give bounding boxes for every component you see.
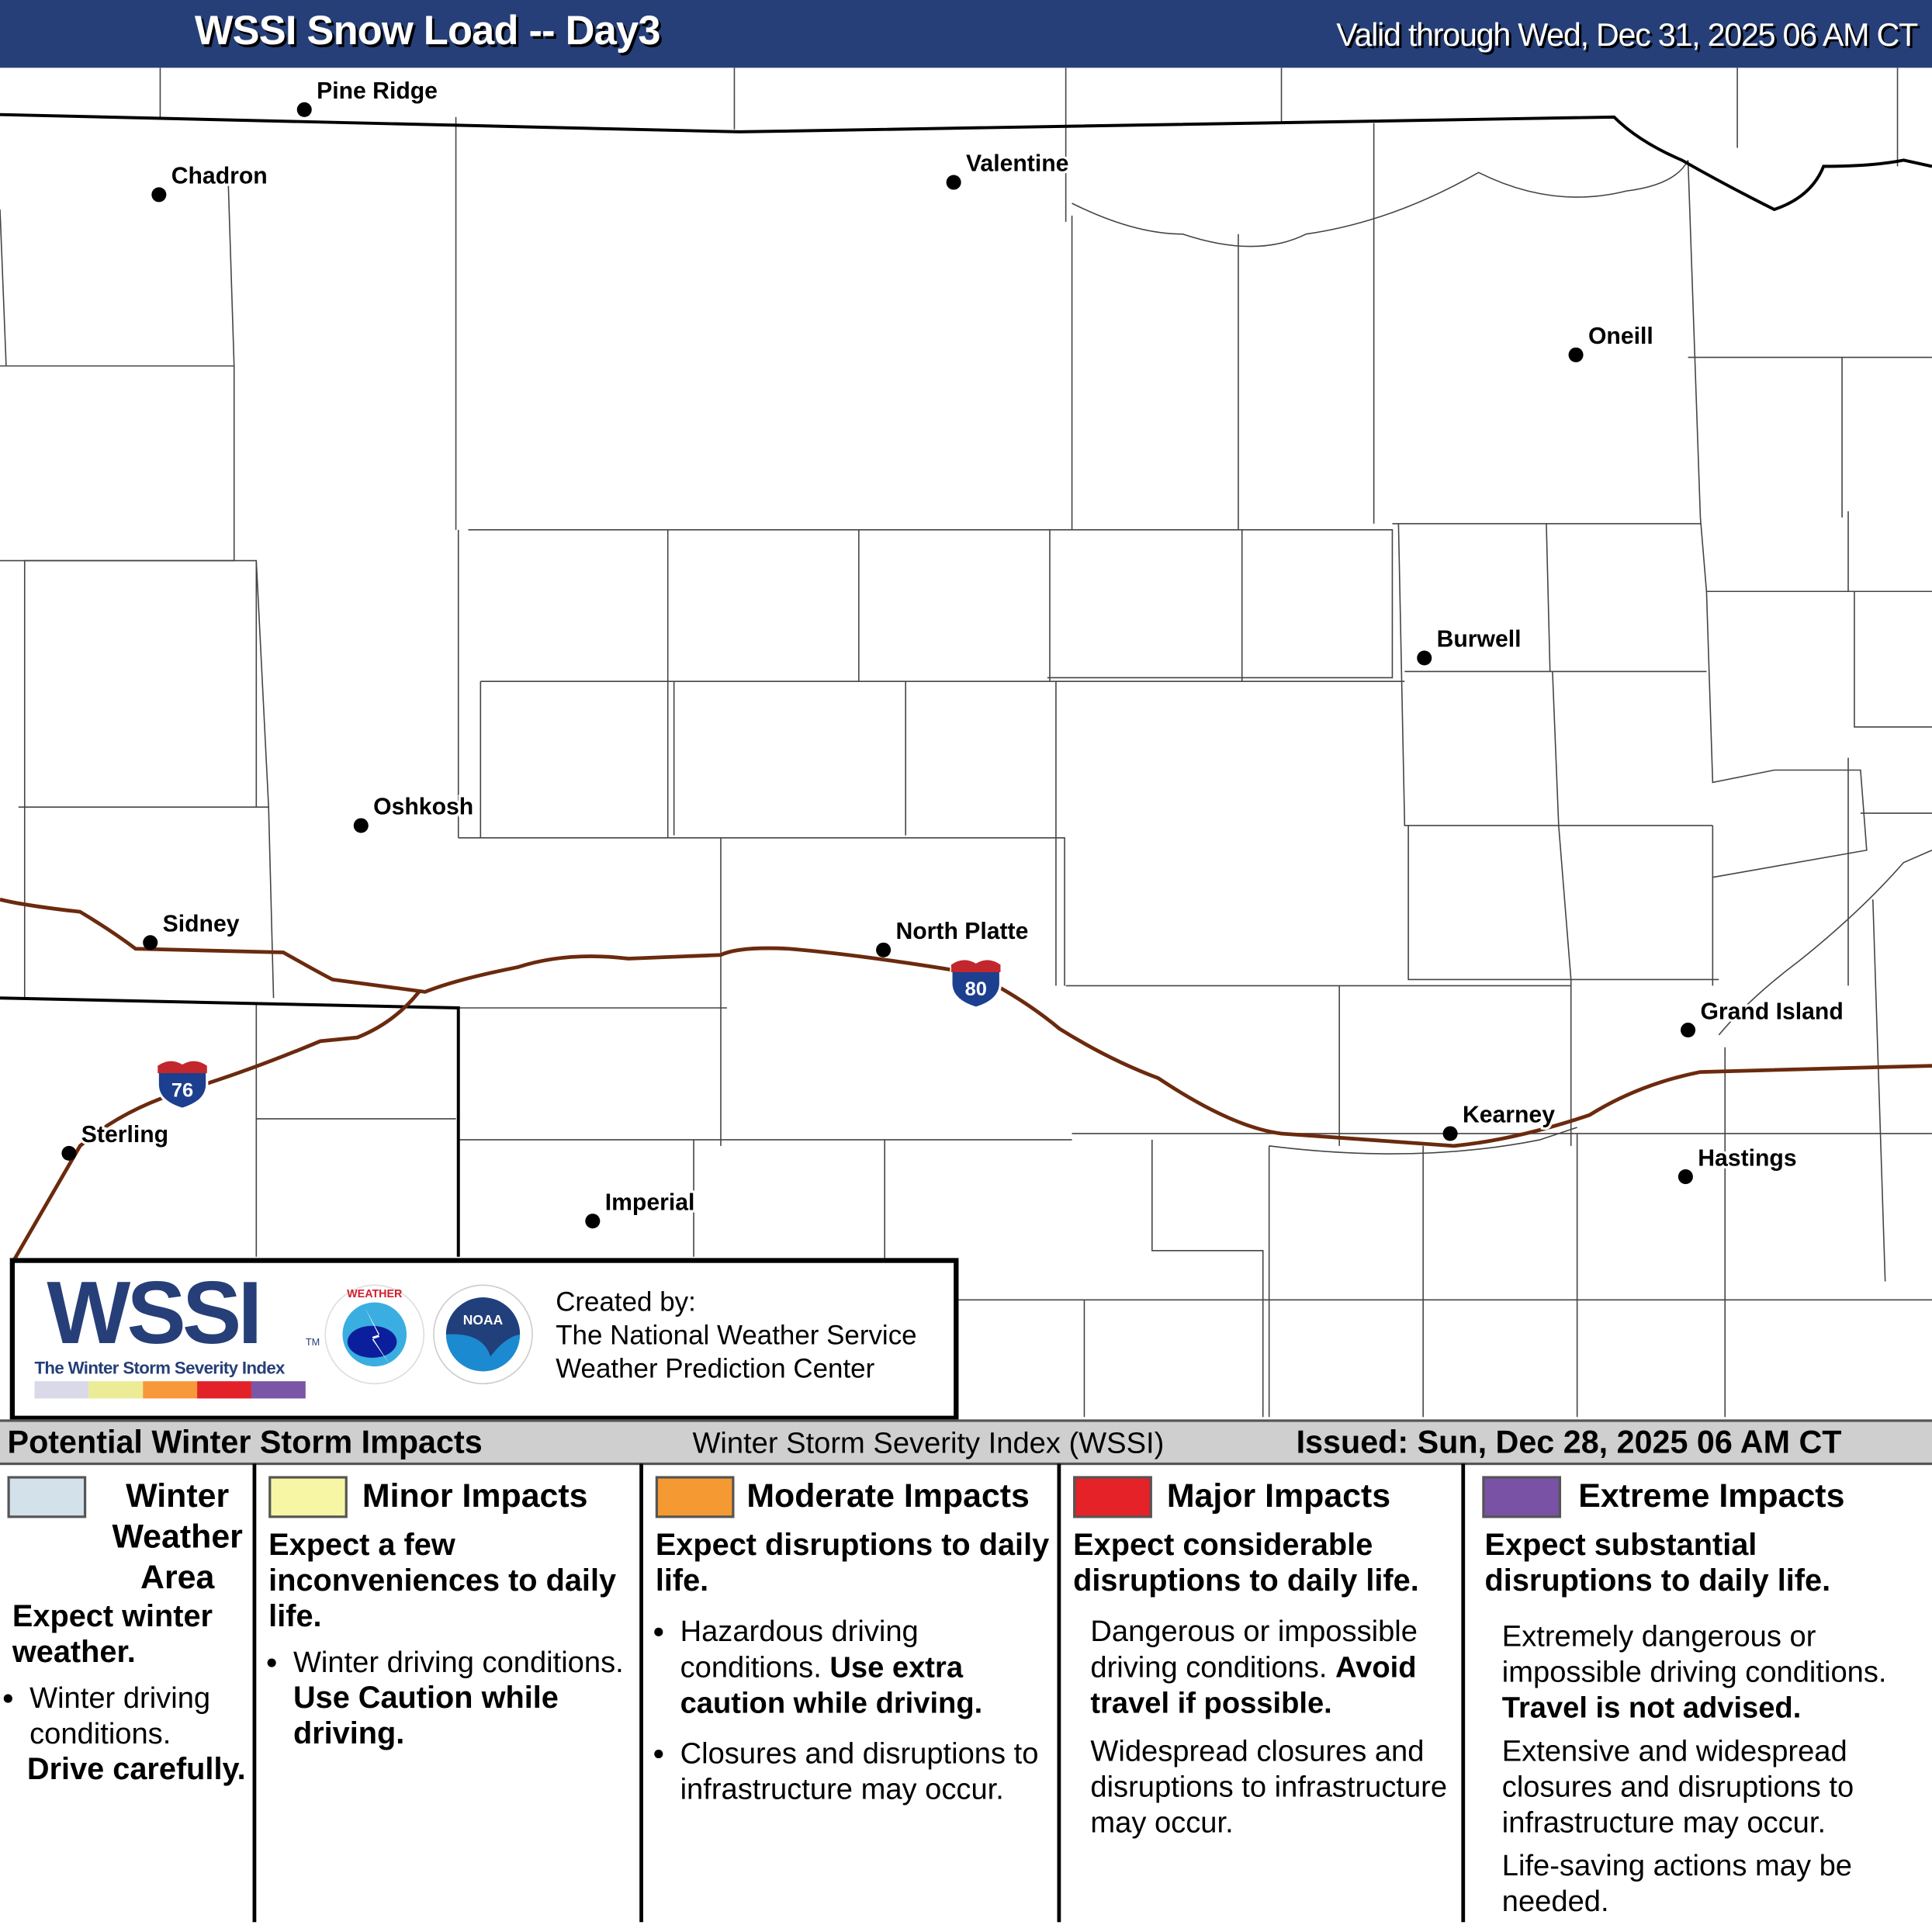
bar-swatch [34,1381,89,1399]
valid-through: Valid through Wed, Dec 31, 2025 06 AM CT [1336,16,1918,54]
state-borders [0,113,1932,1257]
legend-title: Potential Winter Storm Impacts [7,1423,483,1460]
legend-bullet: Winter driving conditions. [29,1681,252,1752]
legend-text: Extensive and widespread closures and di… [1501,1734,1854,1840]
bar-swatch [197,1381,251,1399]
city-marker: Imperial [585,1187,698,1229]
header: WSSI Snow Load -- Day3 Valid through Wed… [0,0,1932,68]
city-marker: Pine Ridge [296,76,440,117]
i76-shield-icon: 76 [156,1060,209,1110]
noaa-logo-icon: NOAA [433,1284,533,1385]
severity-color-bar [34,1381,306,1399]
legend-moderate-impacts: Moderate Impacts Expect disruptions to d… [643,1463,1061,1923]
legend-heading: Moderate Impacts [746,1477,1030,1515]
legend-bullet: Hazardous driving conditions. [680,1615,919,1684]
legend-text: Dangerous or impossible driving conditio… [1090,1615,1418,1684]
svg-text:Hastings: Hastings [1698,1145,1796,1171]
svg-text:WEATHER: WEATHER [347,1288,403,1300]
cities: Pine Ridge Chadron Valentine Oneill Burw… [61,76,1846,1229]
created-line: Weather Prediction Center [556,1352,875,1384]
legend-extreme-impacts: Extreme Impacts Expect substantial disru… [1465,1464,1932,1923]
legend-sub: Expect winter weather. [12,1599,213,1670]
created-line: The National Weather Service [556,1319,917,1351]
legend-bold: Travel is not advised. [1501,1691,1802,1726]
wssi-logo: WSSI [47,1264,262,1363]
legend-heading: Minor Impacts [362,1477,588,1515]
svg-text:North Platte: North Platte [895,919,1028,944]
legend-bold: Use extra caution while driving. [680,1650,983,1720]
wssi-subtitle: The Winter Storm Severity Index [34,1357,285,1378]
trademark: TM [305,1336,320,1349]
svg-text:Burwell: Burwell [1437,627,1522,653]
city-marker: Hastings [1678,1143,1799,1185]
svg-text:Valentine: Valentine [966,151,1068,177]
svg-text:Sterling: Sterling [81,1122,168,1148]
city-marker: North Platte [876,916,1031,957]
svg-text:Imperial: Imperial [605,1189,695,1215]
swatch [1073,1476,1152,1518]
nws-logo-icon: WEATHER [324,1284,425,1385]
svg-text:Oshkosh: Oshkosh [373,795,473,820]
legend-bold: Drive carefully. [26,1752,246,1787]
logo-box: WSSI TM The Winter Storm Severity Index … [9,1258,959,1421]
swatch [268,1476,348,1518]
map: 80 76 Pine Ridge Chadron Valentine Oneil… [0,68,1932,1418]
legend-sub: Expect considerable disruptions to daily… [1073,1528,1419,1598]
city-marker: Valentine [946,149,1072,190]
city-marker: Kearney [1442,1100,1557,1141]
city-marker: Chadron [151,161,270,203]
swatch [655,1476,735,1518]
i76-route [10,990,421,1264]
swatch [1482,1476,1562,1518]
interstate-highways [0,897,1932,1264]
city-marker: Oneill [1568,321,1656,362]
legend-heading: Winter Weather Area [112,1477,243,1596]
legend-minor-impacts: Minor Impacts Expect a few inconvenience… [256,1463,643,1923]
legend-heading: Major Impacts [1166,1477,1391,1515]
county-lines [0,68,1932,1418]
svg-text:76: 76 [171,1079,193,1101]
legend-major-impacts: Major Impacts Expect considerable disrup… [1061,1463,1466,1923]
bar-swatch [143,1381,198,1399]
swatch [7,1476,87,1518]
legend-bullet: Closures and disruptions to infrastructu… [680,1736,1050,1808]
svg-text:NOAA: NOAA [463,1312,504,1328]
svg-text:Grand Island: Grand Island [1700,999,1843,1024]
legend-bold: Avoid travel if possible. [1090,1650,1417,1720]
created-line: Created by: [556,1286,696,1317]
legend-text: Extremely dangerous or impossible drivin… [1501,1620,1887,1690]
legend-sub: Expect disruptions to daily life. [655,1528,1050,1598]
interstate-shields: 80 76 [156,958,1002,1110]
svg-text:Sidney: Sidney [163,912,240,937]
svg-text:Chadron: Chadron [171,164,268,189]
svg-text:Pine Ridge: Pine Ridge [317,78,438,104]
legend-sub: Expect a few inconveniences to daily lif… [268,1528,617,1634]
legend-bold: Use Caution while driving. [293,1681,559,1751]
city-marker: Sterling [61,1120,171,1161]
bar-swatch [251,1381,306,1399]
city-marker: Oshkosh [353,791,476,833]
legend-heading: Extreme Impacts [1578,1477,1845,1515]
legend-index-name: Winter Storm Severity Index (WSSI) [692,1426,1165,1460]
legend-winter-weather-area: Winter Weather Area Expect winter weathe… [0,1463,257,1923]
bar-swatch [88,1381,144,1399]
legend-text: Life-saving actions may be needed. [1501,1849,1853,1919]
city-marker: Grand Island [1681,996,1846,1038]
i80-shield-icon: 80 [950,958,1002,1009]
legend-sub: Expect substantial disruptions to daily … [1484,1528,1831,1598]
legend-text: Widespread closures and disruptions to i… [1090,1734,1448,1840]
issued-time: Issued: Sun, Dec 28, 2025 06 AM CT [1296,1423,1842,1460]
svg-text:Oneill: Oneill [1588,324,1653,349]
map-title: WSSI Snow Load -- Day3 [194,7,661,54]
svg-text:80: 80 [965,978,987,1000]
legend-bullet: Winter driving conditions. [293,1645,635,1681]
city-marker: Burwell [1417,625,1524,666]
legend-title-bar: Potential Winter Storm Impacts Winter St… [0,1419,1932,1466]
city-marker: Sidney [143,909,242,950]
svg-text:Kearney: Kearney [1463,1103,1555,1128]
created-by: Created by: The National Weather Service… [556,1285,916,1385]
